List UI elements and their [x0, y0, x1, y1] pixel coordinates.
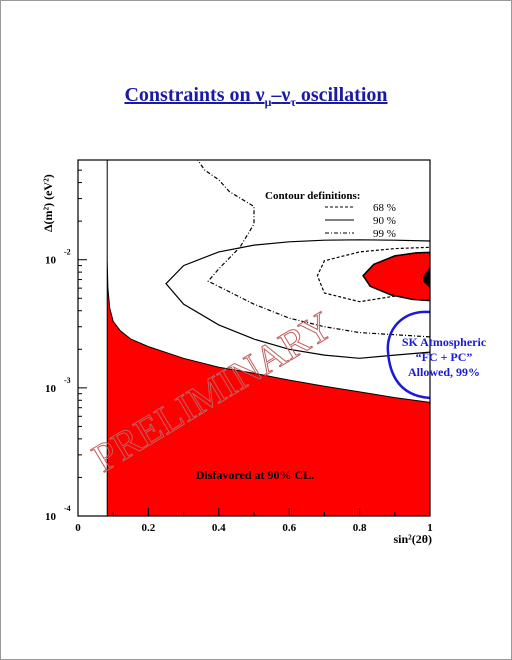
x-axis-label: sin²(2θ) [393, 532, 432, 546]
disfavored-label: Disfavored at 90% CL. [196, 468, 314, 482]
slide-title: Constraints on νμ–ντ oscillation [0, 84, 512, 110]
legend-title: Contour definitions: [265, 190, 360, 202]
title-sub-tau: τ [290, 95, 296, 109]
legend-label-68: 68 % [373, 202, 396, 214]
y-tick-exponent: -3 [64, 376, 71, 385]
x-tick-label: 0.4 [212, 522, 226, 534]
sk-label-outline [386, 310, 431, 400]
sk-allowed-core [423, 266, 430, 289]
sk-label-line-2: “FC + PC” [416, 350, 473, 364]
title-nu-2: ν [281, 84, 291, 106]
title-dash: – [271, 84, 282, 106]
contour-90-cl [165, 239, 430, 359]
legend-label-99: 99 % [373, 228, 396, 240]
y-tick-exponent: -2 [64, 248, 71, 257]
x-tick-label: 0.8 [353, 522, 367, 534]
x-tick-label: 0.6 [282, 522, 296, 534]
legend-label-90: 90 % [373, 215, 396, 227]
x-tick-label: 0 [75, 522, 81, 534]
x-tick-label: 0.2 [142, 522, 156, 534]
y-tick-label: 10 [45, 383, 57, 395]
sk-atmospheric-label: SK Atmospheric “FC + PC” Allowed, 99% [402, 335, 487, 379]
sk-label-line-3: Allowed, 99% [408, 365, 480, 379]
y-tick-label: 10 [45, 511, 57, 523]
title-suffix: oscillation [295, 84, 388, 106]
contour-68-cl [316, 246, 430, 303]
sk-label-line-1: SK Atmospheric [402, 335, 487, 349]
title-prefix: Constraints on [124, 84, 256, 106]
x-tick-label: 1 [427, 522, 433, 534]
y-axis-label: Δ(m²) (eV²) [41, 174, 55, 232]
y-tick-label: 10 [45, 255, 57, 267]
disfavored-region [106, 160, 430, 516]
title-nu: ν [255, 84, 265, 106]
y-tick-exponent: -4 [64, 504, 71, 513]
sk-allowed-region [362, 251, 430, 302]
title-sub-mu: μ [264, 95, 272, 109]
legend: Contour definitions: 68 % 90 % 99 % [265, 190, 396, 240]
